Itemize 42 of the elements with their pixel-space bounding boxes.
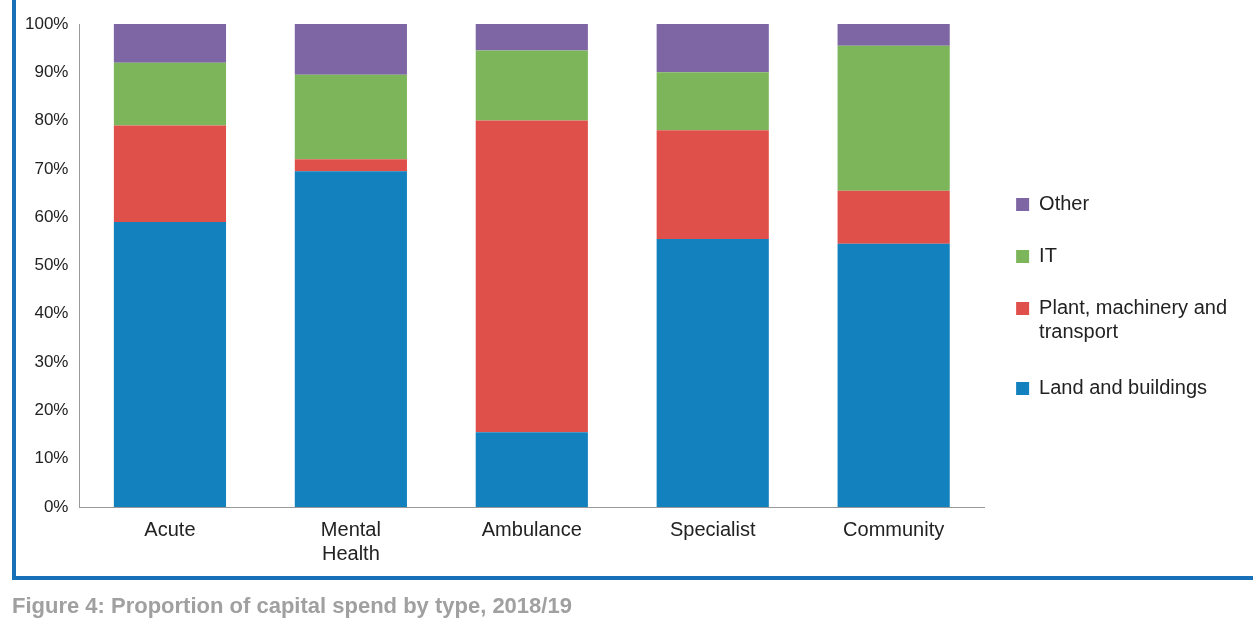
x-tick-label: Acute <box>144 517 196 540</box>
bar <box>475 120 588 433</box>
bar <box>294 74 407 160</box>
y-tick-label: 30% <box>34 351 69 371</box>
bar <box>656 24 769 73</box>
category-label: Mental <box>320 517 381 540</box>
bar <box>837 243 950 507</box>
legend-label: Land and buildings <box>1039 376 1208 399</box>
bar <box>656 72 769 131</box>
bar <box>837 24 950 46</box>
y-tick-label: 50% <box>34 255 69 275</box>
y-tick-label: 80% <box>34 110 69 130</box>
x-tick-label: Community <box>843 517 945 540</box>
x-tick-label: Ambulance <box>481 517 582 540</box>
legend-label: Other <box>1039 192 1090 215</box>
category-label: Health <box>321 541 380 564</box>
bar <box>113 222 227 507</box>
y-tick-label: 60% <box>34 206 69 226</box>
y-tick-label: 40% <box>34 303 69 323</box>
legend-label: Plant, machinery and transport <box>1039 296 1228 343</box>
bar <box>475 432 588 507</box>
bar <box>113 125 227 223</box>
legend-label: IT <box>1039 244 1057 267</box>
bar <box>837 45 950 191</box>
bar <box>475 50 588 121</box>
bar <box>113 24 227 63</box>
bar <box>656 130 769 239</box>
bar <box>113 62 227 126</box>
x-tick-label: Specialist <box>669 517 756 540</box>
bar <box>656 238 769 507</box>
y-tick-label: 0% <box>43 496 69 516</box>
y-tick-label: 10% <box>34 448 69 468</box>
caption: Figure 4: Proportion of capital spend by type, 2018/19 <box>12 593 572 619</box>
y-tick-label: 90% <box>34 61 69 81</box>
y-tick-label: 70% <box>34 158 69 178</box>
bar <box>294 24 407 75</box>
bar <box>837 190 950 244</box>
bar <box>294 159 407 172</box>
bar <box>475 24 588 51</box>
y-tick-label: 100% <box>25 13 69 33</box>
y-tick-label: 20% <box>34 400 69 420</box>
bar <box>294 171 407 507</box>
